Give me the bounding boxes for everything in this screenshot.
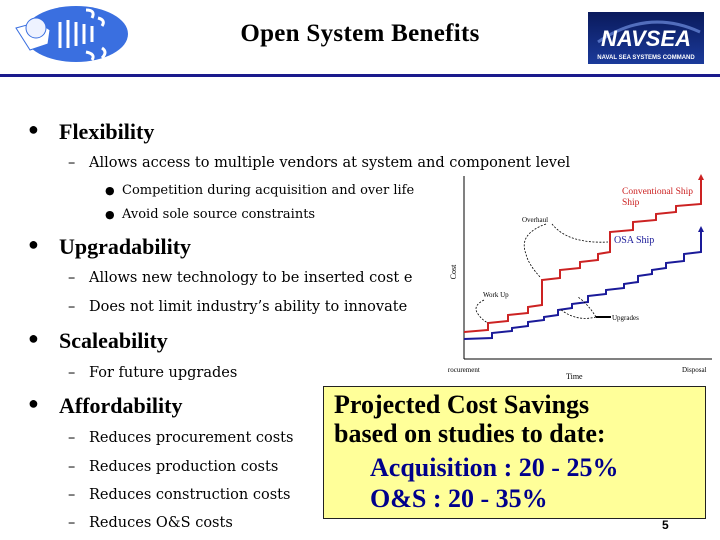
dash-icon: – [68,487,76,503]
annotation-overhaul: Overhaul [522,216,548,224]
x-axis-label: Time [566,372,583,381]
bullet-affordability: ● Affordability [28,393,183,418]
dash-icon: – [68,430,76,446]
callout-line-1: Projected Cost Savings [334,390,590,419]
slide-title: Open System Benefits [240,20,480,47]
sub-bullet: – Reduces procurement costs [68,430,294,446]
annotation-workup: Work Up [483,291,509,299]
dash-icon: – [68,270,76,286]
title-divider [0,74,720,77]
bullet-icon: ● [105,208,115,221]
bullet-icon: ● [28,119,39,139]
ship-logo-icon [15,6,128,62]
navsea-logo-icon: NAVSEA NAVAL SEA SYSTEMS COMMAND [588,12,704,64]
cost-savings-callout: Projected Cost Savings based on studies … [323,386,706,519]
sub-bullet: – Does not limit industry’s ability to i… [68,299,408,315]
navsea-logo: NAVSEA NAVAL SEA SYSTEMS COMMAND [588,12,704,64]
y-axis-label: Cost [449,264,458,279]
sub-bullet: – Reduces production costs [68,459,279,475]
svg-text:NAVSEA: NAVSEA [601,26,691,51]
bullet-icon: ● [28,328,39,348]
annotation-upgrades: Upgrades [612,314,639,322]
sub-bullet: – Allows new technology to be inserted c… [68,270,413,286]
bullet-flexibility: ● Flexibility [28,119,155,144]
cost-over-time-chart: Conventional Ship Ship OSA Ship Overhaul… [444,172,720,382]
sub-sub-bullet: ● Competition during acquisition and ove… [105,183,415,198]
bullet-upgradability: ● Upgradability [28,234,192,259]
x-start-label: Procurement [448,366,480,374]
bullet-icon: ● [28,393,39,413]
bullet-icon: ● [105,184,115,197]
dash-icon: – [68,365,76,381]
callout-os: O&S : 20 - 35% [370,484,548,513]
page-number: 5 [662,518,669,532]
dash-icon: – [68,459,76,475]
callout-line-2: based on studies to date: [334,419,606,448]
x-end-label: Disposal [682,366,707,374]
svg-text:Ship: Ship [622,198,640,208]
conventional-ship-line [463,178,702,333]
dash-icon: – [68,299,76,315]
dash-icon: – [68,515,76,531]
svg-text:NAVAL SEA SYSTEMS COMMAND: NAVAL SEA SYSTEMS COMMAND [597,55,695,61]
bullet-scaleability: ● Scaleability [28,328,168,353]
bullet-icon: ● [28,234,39,254]
callout-acquisition: Acquisition : 20 - 25% [370,453,619,482]
dash-icon: – [68,155,76,171]
series-label-osa: OSA Ship [614,235,654,246]
sub-bullet: – For future upgrades [68,365,238,381]
program-logo [8,4,128,66]
sub-bullet: – Allows access to multiple vendors at s… [68,155,571,171]
series-label-conventional: Conventional Ship [622,187,693,197]
sub-sub-bullet: ● Avoid sole source constraints [105,207,316,222]
osa-ship-line [463,230,702,340]
sub-bullet: – Reduces O&S costs [68,515,233,531]
sub-bullet: – Reduces construction costs [68,487,291,503]
